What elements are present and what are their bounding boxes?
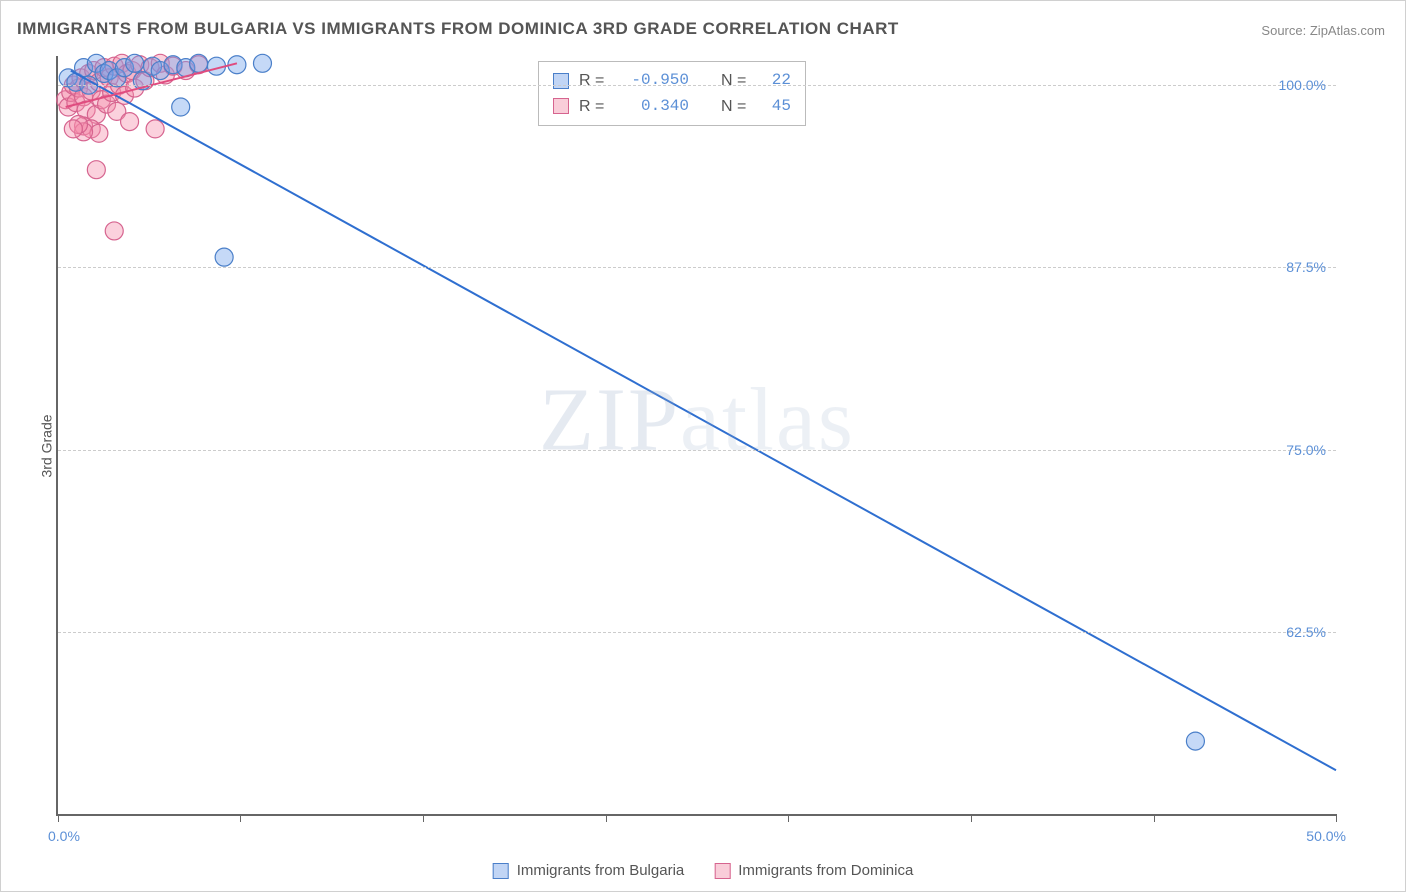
legend-label-1: Immigrants from Dominica	[738, 862, 913, 879]
n-label-1: N =	[721, 94, 751, 120]
correlation-legend: R = -0.950 N = 22 R = 0.340 N = 45	[538, 61, 806, 126]
r-label-0: R =	[579, 68, 609, 94]
xtick-mark	[423, 814, 424, 822]
ytick-label: 62.5%	[1286, 624, 1326, 640]
legend-item-bulgaria: Immigrants from Bulgaria	[493, 862, 685, 879]
gridline	[58, 632, 1336, 633]
xtick-mark	[971, 814, 972, 822]
r-value-0: -0.950	[619, 68, 689, 94]
plot-area: ZIPatlas R = -0.950 N = 22 R = 0.340 N =…	[56, 56, 1336, 816]
source-name: ZipAtlas.com	[1310, 23, 1385, 38]
ytick-label: 87.5%	[1286, 259, 1326, 275]
data-point	[172, 98, 190, 116]
xtick-mark	[606, 814, 607, 822]
data-point	[215, 248, 233, 266]
data-point	[105, 222, 123, 240]
gridline	[58, 85, 1336, 86]
swatch-pink-icon	[714, 863, 730, 879]
data-point	[190, 54, 208, 72]
corr-row-dominica: R = 0.340 N = 45	[553, 94, 791, 120]
xtick-mark	[1154, 814, 1155, 822]
swatch-blue-icon	[493, 863, 509, 879]
xaxis-label-right: 50.0%	[1306, 828, 1346, 844]
n-value-1: 45	[761, 94, 791, 120]
plot-svg	[58, 56, 1336, 814]
ytick-label: 100.0%	[1279, 77, 1326, 93]
gridline	[58, 267, 1336, 268]
n-value-0: 22	[761, 68, 791, 94]
source-attribution: Source: ZipAtlas.com	[1261, 23, 1385, 38]
corr-row-bulgaria: R = -0.950 N = 22	[553, 68, 791, 94]
data-point	[146, 120, 164, 138]
r-label-1: R =	[579, 94, 609, 120]
xtick-mark	[1336, 814, 1337, 822]
xtick-mark	[788, 814, 789, 822]
chart-container: IMMIGRANTS FROM BULGARIA VS IMMIGRANTS F…	[0, 0, 1406, 892]
legend-item-dominica: Immigrants from Dominica	[714, 862, 913, 879]
ytick-label: 75.0%	[1286, 442, 1326, 458]
gridline	[58, 450, 1336, 451]
n-label-0: N =	[721, 68, 751, 94]
swatch-blue-icon	[553, 73, 569, 89]
data-point	[1186, 732, 1204, 750]
legend-bottom: Immigrants from Bulgaria Immigrants from…	[493, 862, 914, 879]
data-point	[87, 161, 105, 179]
r-value-1: 0.340	[619, 94, 689, 120]
regression-line	[71, 71, 1336, 771]
legend-label-0: Immigrants from Bulgaria	[517, 862, 685, 879]
data-point	[64, 120, 82, 138]
xtick-mark	[240, 814, 241, 822]
source-label: Source:	[1261, 23, 1306, 38]
xaxis-label-left: 0.0%	[48, 828, 80, 844]
chart-title: IMMIGRANTS FROM BULGARIA VS IMMIGRANTS F…	[17, 19, 899, 39]
swatch-pink-icon	[553, 98, 569, 114]
xtick-mark	[58, 814, 59, 822]
data-point	[121, 113, 139, 131]
data-point	[126, 54, 144, 72]
data-point	[253, 54, 271, 72]
y-axis-label: 3rd Grade	[39, 414, 55, 477]
